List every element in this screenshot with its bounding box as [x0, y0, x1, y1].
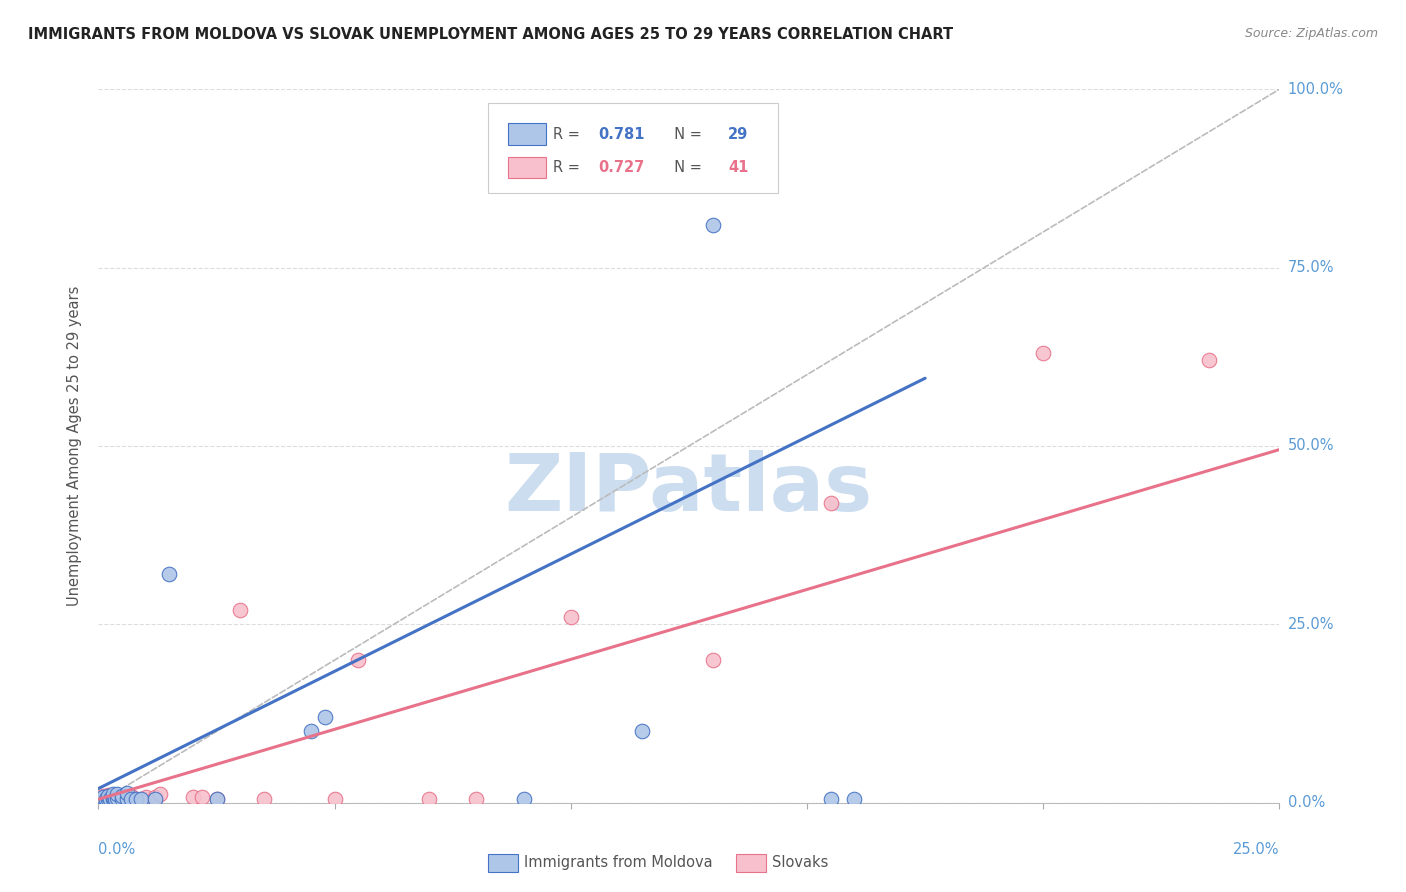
Point — [97, 790, 120, 805]
Text: R =: R = — [553, 127, 585, 142]
Text: N =: N = — [665, 161, 707, 175]
Text: N =: N = — [665, 127, 707, 142]
Point — [101, 790, 124, 805]
Text: 29: 29 — [728, 127, 748, 142]
Point — [105, 792, 128, 806]
Point — [115, 790, 138, 805]
Point — [229, 603, 252, 617]
Text: 50.0%: 50.0% — [1288, 439, 1334, 453]
Text: 0.727: 0.727 — [598, 161, 644, 175]
Point — [253, 792, 276, 806]
Point — [98, 792, 121, 806]
Point — [115, 786, 138, 800]
Point — [1032, 346, 1054, 360]
Point — [111, 790, 134, 805]
Point — [181, 790, 204, 805]
Point — [115, 792, 138, 806]
Text: ZIPatlas: ZIPatlas — [505, 450, 873, 528]
Point — [111, 789, 134, 803]
Point — [105, 790, 128, 805]
Point — [191, 790, 214, 805]
Text: 100.0%: 100.0% — [1288, 82, 1344, 96]
Point — [1198, 353, 1220, 368]
Point — [820, 792, 842, 806]
Point — [314, 710, 336, 724]
Text: IMMIGRANTS FROM MOLDOVA VS SLOVAK UNEMPLOYMENT AMONG AGES 25 TO 29 YEARS CORRELA: IMMIGRANTS FROM MOLDOVA VS SLOVAK UNEMPL… — [28, 27, 953, 42]
Point — [91, 789, 114, 803]
Point — [702, 218, 724, 232]
Point — [91, 792, 114, 806]
Point — [105, 790, 128, 805]
Point — [299, 724, 322, 739]
Bar — [488, 855, 517, 872]
Point — [205, 792, 228, 806]
Point — [512, 792, 534, 806]
Bar — [508, 157, 546, 178]
Point — [101, 790, 124, 805]
Point — [129, 792, 152, 806]
Point — [121, 792, 143, 806]
Point — [105, 787, 128, 801]
Text: Slovaks: Slovaks — [772, 855, 828, 871]
Point — [129, 792, 152, 806]
Point — [143, 790, 166, 805]
Text: Immigrants from Moldova: Immigrants from Moldova — [523, 855, 713, 871]
Point — [820, 496, 842, 510]
Point — [115, 792, 138, 806]
Y-axis label: Unemployment Among Ages 25 to 29 years: Unemployment Among Ages 25 to 29 years — [67, 285, 83, 607]
Point — [91, 790, 114, 805]
Text: Source: ZipAtlas.com: Source: ZipAtlas.com — [1244, 27, 1378, 40]
Point — [125, 791, 148, 805]
Point — [418, 792, 440, 806]
Point — [98, 792, 121, 806]
Text: 0.0%: 0.0% — [98, 842, 135, 856]
Point — [104, 792, 127, 806]
Text: 41: 41 — [728, 161, 748, 175]
Point — [844, 792, 866, 806]
Point — [94, 791, 117, 805]
Text: 25.0%: 25.0% — [1233, 842, 1279, 856]
Point — [347, 653, 370, 667]
Text: R =: R = — [553, 161, 585, 175]
Text: 0.0%: 0.0% — [1288, 796, 1324, 810]
Text: 25.0%: 25.0% — [1288, 617, 1334, 632]
Point — [111, 789, 134, 803]
Text: 0.781: 0.781 — [598, 127, 644, 142]
Point — [97, 792, 120, 806]
Point — [101, 787, 124, 801]
Point — [97, 792, 120, 806]
Point — [121, 789, 143, 803]
Point — [121, 792, 143, 806]
Point — [143, 792, 166, 806]
Point — [205, 792, 228, 806]
Text: 75.0%: 75.0% — [1288, 260, 1334, 275]
Point — [111, 792, 134, 806]
Bar — [508, 123, 546, 145]
Bar — [737, 855, 766, 872]
Point — [101, 792, 124, 806]
Point — [91, 792, 114, 806]
Point — [101, 789, 124, 803]
Point — [143, 792, 166, 806]
Point — [465, 792, 488, 806]
Point — [105, 789, 128, 803]
Point — [630, 724, 652, 739]
Point — [125, 792, 148, 806]
Point — [111, 792, 134, 806]
Point — [149, 787, 172, 801]
FancyBboxPatch shape — [488, 103, 778, 193]
Point — [702, 653, 724, 667]
Point — [97, 788, 120, 802]
Point — [91, 790, 114, 805]
Point — [157, 567, 180, 582]
Point — [323, 792, 346, 806]
Point — [101, 792, 124, 806]
Point — [135, 790, 157, 805]
Point — [560, 610, 582, 624]
Point — [97, 789, 120, 804]
Point — [135, 792, 157, 806]
